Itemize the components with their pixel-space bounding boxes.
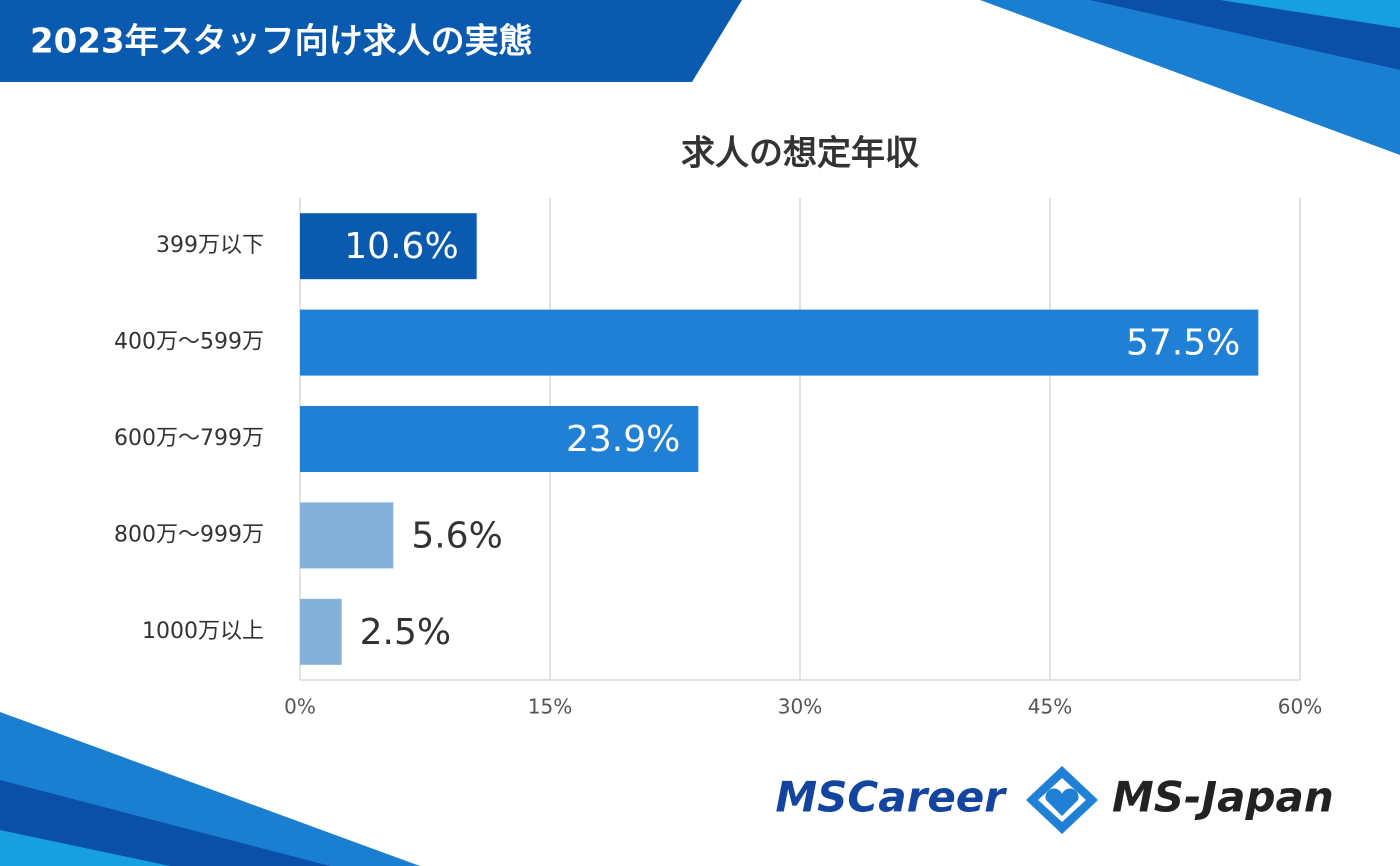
bar bbox=[300, 213, 477, 280]
x-tick-label: 45% bbox=[1028, 695, 1072, 719]
y-tick-label: 1000万以上 bbox=[142, 619, 264, 644]
plot: 0% 15% 30% 45% 60% 399万以下 10.6% 400万～599万 57.5% 6… bbox=[114, 198, 1322, 719]
decoration bbox=[1090, 0, 1400, 70]
decoration bbox=[0, 830, 170, 866]
data-label: 57.5% bbox=[1126, 323, 1240, 364]
x-tick-label: 0% bbox=[284, 695, 316, 719]
logo-left: MSCareer bbox=[775, 773, 1007, 822]
decoration bbox=[0, 780, 330, 866]
decoration bbox=[1220, 0, 1400, 28]
x-tick-label: 15% bbox=[528, 695, 572, 719]
data-label: 5.6% bbox=[411, 515, 502, 556]
x-tick-label: 60% bbox=[1278, 695, 1322, 719]
bar bbox=[300, 502, 394, 569]
logo-icon bbox=[1026, 766, 1098, 834]
logo-right: MS-Japan bbox=[1112, 773, 1334, 822]
chart-title: 求人の想定年収 bbox=[681, 134, 919, 174]
bar bbox=[300, 598, 342, 665]
data-label: 10.6% bbox=[344, 226, 458, 267]
bar bbox=[300, 309, 1259, 376]
bar bbox=[300, 406, 699, 472]
y-tick-label: 600万～799万 bbox=[114, 426, 264, 451]
data-label: 2.5% bbox=[360, 612, 451, 653]
y-tick-label: 800万～999万 bbox=[114, 522, 264, 547]
header-title: 2023年スタッフ向け求人の実態 bbox=[30, 22, 533, 62]
data-label: 23.9% bbox=[566, 419, 680, 460]
x-tick-label: 30% bbox=[778, 695, 822, 719]
y-tick-label: 400万～599万 bbox=[114, 330, 264, 355]
header-banner bbox=[0, 0, 742, 82]
y-tick-label: 399万以下 bbox=[156, 233, 264, 258]
